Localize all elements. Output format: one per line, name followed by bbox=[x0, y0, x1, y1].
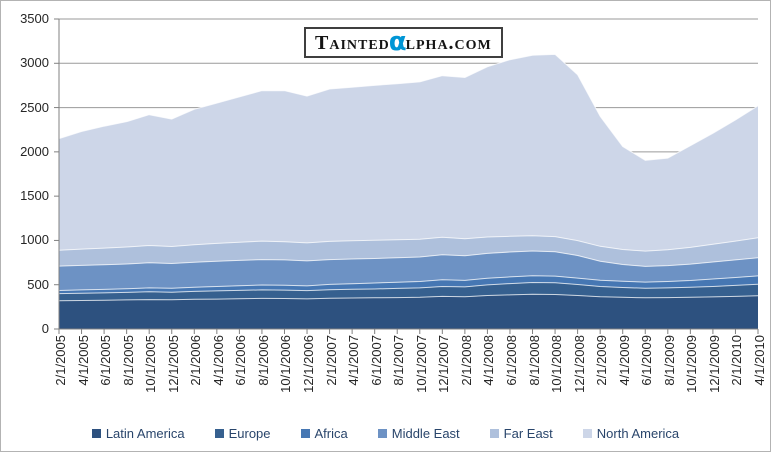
legend-item-africa: Africa bbox=[300, 425, 348, 441]
x-axis-label-12-1-2007: 12/1/2007 bbox=[436, 335, 452, 393]
y-axis-label-3500: 3500 bbox=[20, 11, 49, 26]
y-axis-label-3000: 3000 bbox=[20, 55, 49, 71]
legend-label-north-america: North America bbox=[596, 425, 680, 441]
logo-text-part2: lpha.com bbox=[405, 31, 492, 54]
legend-swatch-africa bbox=[300, 428, 310, 438]
y-axis-label-2500: 2500 bbox=[20, 99, 49, 115]
series-edge-north-america bbox=[58, 53, 759, 161]
x-axis-label-2-1-2009: 2/1/2009 bbox=[594, 335, 610, 386]
series-edge-far-east bbox=[58, 235, 759, 252]
x-axis-label-6-1-2009: 6/1/2009 bbox=[639, 335, 655, 386]
area-europe bbox=[59, 282, 758, 301]
series-edge-middle-east bbox=[58, 250, 759, 267]
chart-legend: Latin America Europe Africa Middle East Far … bbox=[1, 424, 770, 442]
area-africa bbox=[59, 275, 758, 294]
legend-item-middle-east: Middle East bbox=[377, 425, 460, 441]
x-axis-label-4-1-2005: 4/1/2005 bbox=[75, 335, 91, 386]
y-axis-label-0: 0 bbox=[41, 321, 49, 336]
x-axis-label-8-1-2008: 8/1/2008 bbox=[526, 335, 542, 386]
legend-item-europe: Europe bbox=[214, 425, 271, 441]
x-axis-label-12-1-2005: 12/1/2005 bbox=[165, 335, 181, 393]
x-axis-label-12-1-2008: 12/1/2008 bbox=[571, 335, 587, 393]
series-edge-europe bbox=[58, 281, 759, 295]
x-axis-label-4-1-2008: 4/1/2008 bbox=[481, 335, 497, 386]
x-axis-label-8-1-2006: 8/1/2006 bbox=[255, 335, 271, 386]
x-axis-label-2-1-2008: 2/1/2008 bbox=[458, 335, 474, 386]
y-axis-label-500: 500 bbox=[27, 276, 49, 292]
series-edge-latin-america bbox=[58, 293, 759, 302]
legend-swatch-far-east bbox=[489, 428, 499, 438]
y-axis-label-2000: 2000 bbox=[20, 143, 49, 159]
x-axis-label-10-1-2007: 10/1/2007 bbox=[413, 335, 429, 393]
x-axis-label-10-1-2005: 10/1/2005 bbox=[143, 335, 159, 393]
x-axis-label-8-1-2007: 8/1/2007 bbox=[391, 335, 407, 386]
area-far-east bbox=[59, 235, 758, 267]
x-axis-label-2-1-2006: 2/1/2006 bbox=[188, 335, 204, 386]
x-axis-label-12-1-2009: 12/1/2009 bbox=[706, 335, 722, 393]
x-axis-label-10-1-2006: 10/1/2006 bbox=[278, 335, 294, 393]
x-axis-label-6-1-2005: 6/1/2005 bbox=[98, 335, 114, 386]
legend-label-middle-east: Middle East bbox=[391, 425, 460, 441]
x-axis-label-6-1-2007: 6/1/2007 bbox=[368, 335, 384, 386]
legend-label-far-east: Far East bbox=[503, 425, 553, 441]
x-axis-label-2-1-2010: 2/1/2010 bbox=[729, 335, 745, 386]
legend-swatch-latin-america bbox=[91, 428, 101, 438]
area-north-america bbox=[59, 54, 758, 252]
legend-label-africa: Africa bbox=[314, 425, 348, 441]
x-axis-label-4-1-2007: 4/1/2007 bbox=[346, 335, 362, 386]
x-axis-label-4-1-2010: 4/1/2010 bbox=[752, 335, 767, 386]
legend-swatch-north-america bbox=[582, 428, 592, 438]
legend-label-europe: Europe bbox=[228, 425, 271, 441]
area-latin-america bbox=[59, 294, 758, 329]
x-axis-label-6-1-2008: 6/1/2008 bbox=[503, 335, 519, 386]
legend-item-north-america: North America bbox=[582, 425, 680, 441]
x-axis-label-12-1-2006: 12/1/2006 bbox=[301, 335, 317, 393]
series-edge-africa bbox=[58, 275, 759, 291]
y-axis-label-1000: 1000 bbox=[20, 232, 49, 248]
x-axis-label-2-1-2005: 2/1/2005 bbox=[53, 335, 68, 386]
x-axis-label-10-1-2008: 10/1/2008 bbox=[549, 335, 565, 393]
x-axis-label-10-1-2009: 10/1/2009 bbox=[684, 335, 700, 393]
legend-label-latin-america: Latin America bbox=[105, 425, 185, 441]
site-logo: Tainted α lpha.com bbox=[304, 27, 503, 58]
x-axis-label-4-1-2006: 4/1/2006 bbox=[210, 335, 226, 386]
legend-swatch-europe bbox=[214, 428, 224, 438]
x-axis-label-4-1-2009: 4/1/2009 bbox=[616, 335, 632, 386]
logo-text-part1: Tainted bbox=[315, 31, 390, 54]
x-axis-label-8-1-2009: 8/1/2009 bbox=[661, 335, 677, 386]
y-axis-label-1500: 1500 bbox=[20, 188, 49, 204]
x-axis-label-8-1-2005: 8/1/2005 bbox=[120, 335, 136, 386]
legend-item-latin-america: Latin America bbox=[91, 425, 185, 441]
x-axis-label-2-1-2007: 2/1/2007 bbox=[323, 335, 339, 386]
x-axis-label-6-1-2006: 6/1/2006 bbox=[233, 335, 249, 386]
legend-swatch-middle-east bbox=[377, 428, 387, 438]
legend-item-far-east: Far East bbox=[489, 425, 553, 441]
